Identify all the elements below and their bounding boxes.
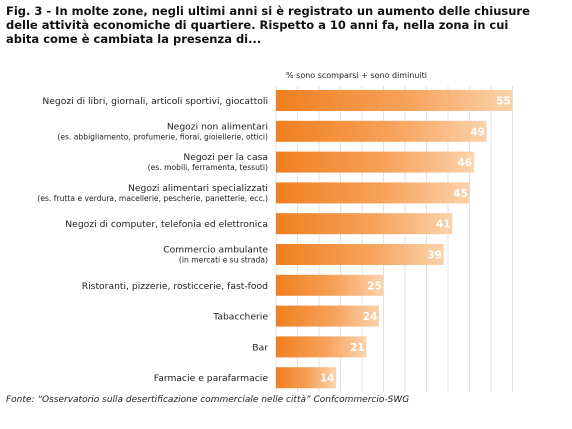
category-label: Negozi alimentari specializzati [128,183,268,194]
bar [276,90,513,111]
category-label: Bar [252,342,268,353]
data-label: 41 [436,219,451,231]
category-label: Negozi di libri, giornali, articoli spor… [42,96,268,107]
data-label: 25 [367,280,382,292]
category-label: Ristoranti, pizzerie, rosticcerie, fast-… [82,281,268,292]
category-labels: Negozi di libri, giornali, articoli spor… [37,96,268,384]
bar [276,151,474,173]
bar [276,182,470,204]
category-label: Negozi non alimentari [167,121,268,132]
title-line-1: Fig. 3 - In molte zone, negli ultimi ann… [6,4,530,18]
data-label: 49 [470,126,485,138]
bar [276,213,453,235]
data-label: 39 [427,250,442,262]
data-label: 14 [320,373,335,385]
bar [276,336,367,358]
title-line-3: abita come è cambiata la presenza di... [6,32,262,46]
bar [276,244,444,265]
category-label: (in mercati e su strada) [179,256,268,265]
category-label: Commercio ambulante [163,245,268,256]
data-label: 46 [457,157,472,169]
category-label: Negozi per la casa [183,152,268,163]
source-note: Fonte: “Osservatorio sulla desertificazi… [6,395,410,405]
bar [276,274,384,296]
category-label: Tabaccherie [212,312,268,323]
bar-chart: % sono scomparsi + sono diminuiti 55 49 46… [37,71,513,392]
bar [276,367,337,389]
category-label: Farmacie e parafarmacie [154,373,269,384]
title-line-2: delle attività economiche di quartiere. … [6,18,509,32]
category-label: (es. frutta e verdura, macellerie, pesch… [37,194,268,203]
bar [276,120,487,142]
data-label: 55 [496,96,511,108]
data-label: 45 [453,188,468,200]
data-label: 21 [350,342,365,354]
bars: 55 49 46 45 41 39 25 24 21 14 [276,90,513,389]
bar [276,305,380,327]
category-label: Negozi di computer, telefonia ed elettro… [65,219,268,230]
category-label: (es. mobili, ferramenta, tessuti) [148,163,268,172]
category-label: (es. abbigliamento, profumerie, fiorai, … [57,132,268,141]
series-label: % sono scomparsi + sono diminuiti [286,71,427,80]
chart-title: Fig. 3 - In molte zone, negli ultimi ann… [6,4,572,46]
data-label: 24 [363,311,378,323]
